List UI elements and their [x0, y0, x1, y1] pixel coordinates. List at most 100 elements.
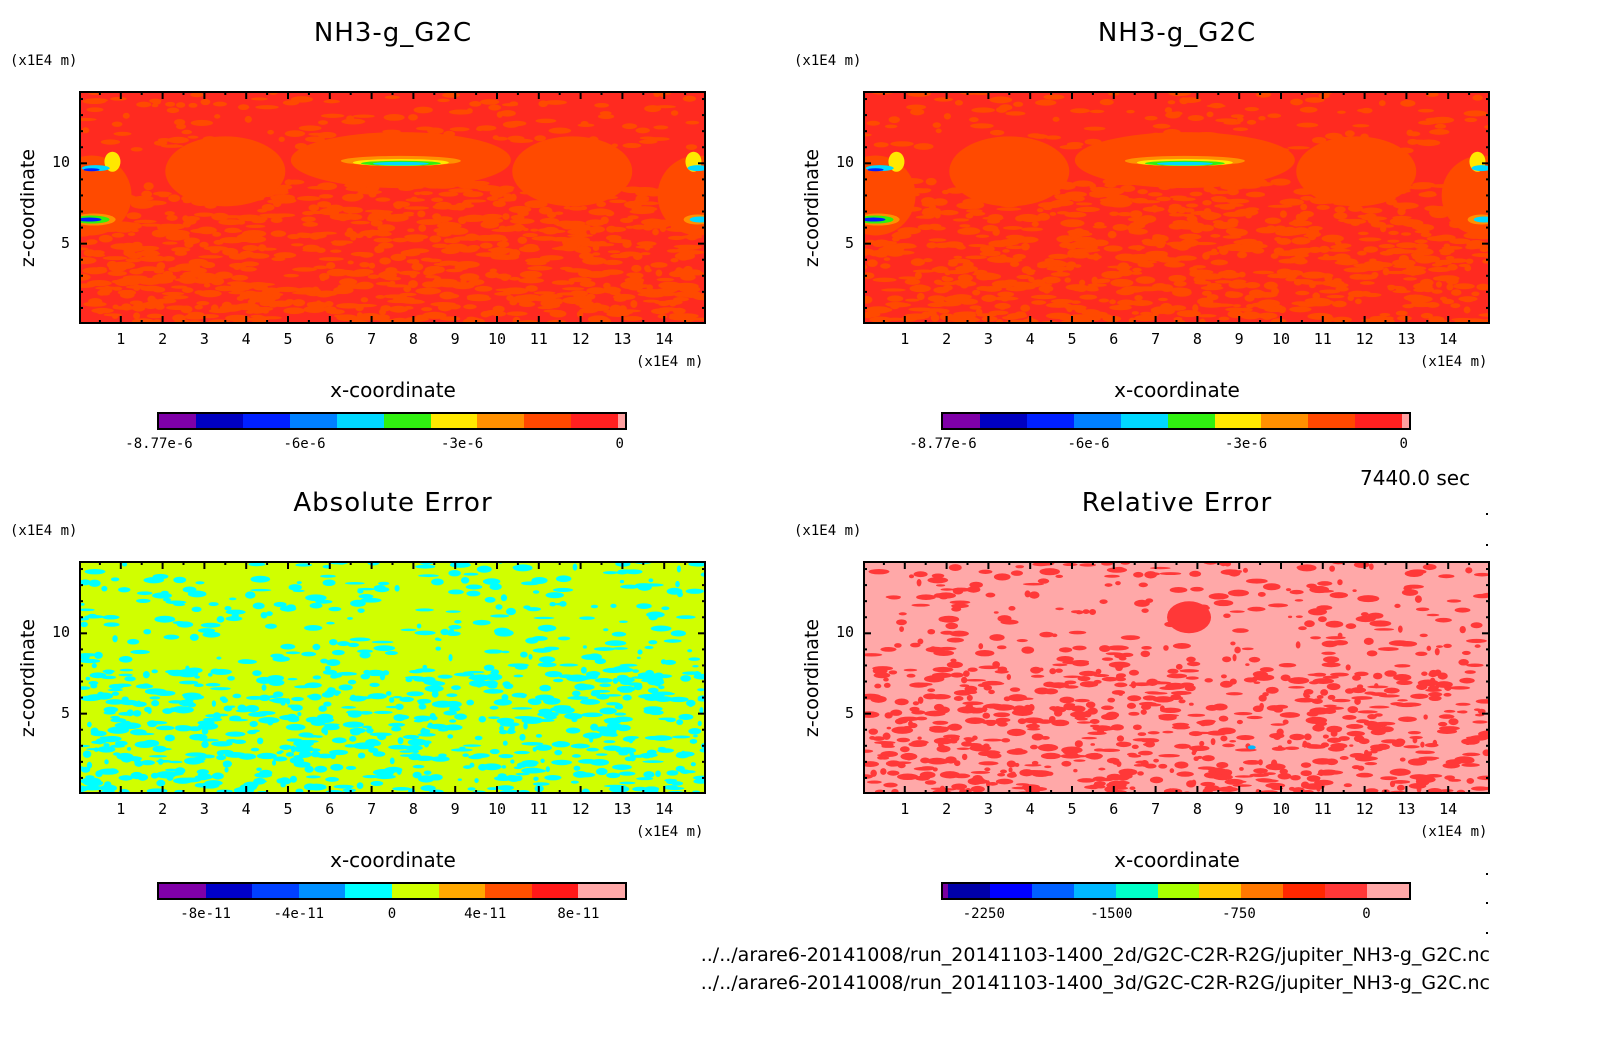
field-blob — [1334, 206, 1346, 214]
field-blob — [1343, 783, 1353, 788]
field-blob — [80, 621, 88, 628]
field-blob — [587, 671, 601, 677]
field-blob — [462, 191, 484, 198]
field-blob — [1391, 780, 1408, 784]
field-blob — [863, 693, 882, 700]
field-blob — [1461, 650, 1471, 655]
field-blob — [302, 210, 315, 216]
field-blob — [82, 98, 107, 105]
field-blob — [1072, 660, 1090, 667]
field-blob — [86, 107, 104, 113]
field-blob — [211, 741, 233, 747]
field-blob — [916, 579, 922, 587]
x-tick-label: 12 — [1355, 330, 1374, 348]
x-tick-label: 9 — [1234, 800, 1244, 818]
field-blob — [111, 691, 120, 696]
field-blob — [554, 749, 563, 756]
field-blob — [1064, 277, 1071, 283]
field-blob — [151, 700, 160, 707]
field-blob — [897, 773, 919, 781]
edge-anomaly — [83, 168, 100, 172]
field-blob — [1465, 567, 1473, 574]
field-blob — [891, 250, 915, 255]
field-blob — [1134, 599, 1150, 607]
field-blob — [492, 135, 500, 140]
field-blob — [225, 609, 246, 615]
field-blob — [161, 291, 185, 296]
field-blob — [249, 720, 258, 728]
field-blob — [872, 277, 897, 283]
field-blob — [1160, 284, 1174, 292]
field-blob — [1327, 694, 1336, 700]
field-blob — [330, 763, 344, 771]
plot-area — [79, 91, 706, 324]
field-blob — [336, 314, 358, 322]
field-blob — [1072, 645, 1087, 651]
field-blob — [209, 246, 221, 254]
field-blob — [1377, 647, 1399, 652]
field-blob — [671, 735, 691, 739]
field-blob — [1311, 698, 1323, 705]
field-blob — [1090, 743, 1096, 746]
field-blob — [1212, 190, 1231, 195]
field-blob — [267, 720, 274, 726]
field-blob — [1126, 702, 1137, 709]
field-blob — [326, 659, 341, 667]
field-blob — [400, 628, 417, 632]
field-blob — [927, 688, 936, 693]
field-blob — [404, 234, 429, 240]
field-blob — [1225, 692, 1243, 696]
field-blob — [428, 723, 448, 730]
field-blob — [357, 649, 373, 654]
field-blob — [413, 715, 432, 721]
field-blob — [635, 245, 654, 249]
field-blob — [1189, 269, 1214, 275]
field-blob — [868, 568, 890, 575]
field-blob — [1471, 291, 1480, 297]
field-blob — [149, 754, 168, 758]
field-blob — [1078, 670, 1098, 677]
field-blob — [1307, 312, 1333, 320]
field-blob — [642, 299, 660, 303]
field-blob — [134, 197, 148, 204]
field-blob — [898, 276, 918, 280]
field-blob — [940, 630, 955, 635]
field-blob — [595, 316, 602, 321]
field-blob — [970, 785, 985, 793]
field-blob — [403, 206, 430, 210]
field-blob — [960, 227, 981, 235]
x-tick-label: 8 — [408, 330, 418, 348]
field-blob — [1040, 752, 1061, 760]
field-blob — [1141, 645, 1152, 650]
field-blob — [911, 603, 930, 607]
field-blob — [572, 563, 578, 571]
field-blob — [499, 110, 516, 117]
field-blob — [1177, 288, 1192, 296]
field-blob — [1415, 607, 1430, 612]
field-blob — [863, 296, 872, 301]
field-blob — [498, 754, 514, 759]
field-blob — [402, 211, 415, 216]
field-blob — [1218, 715, 1229, 722]
field-blob — [210, 304, 219, 312]
field-blob — [413, 676, 427, 682]
field-blob — [146, 313, 164, 319]
field-blob — [417, 732, 436, 737]
field-blob — [245, 224, 266, 228]
field-blob — [190, 119, 213, 126]
field-blob — [466, 294, 490, 300]
field-blob — [1106, 781, 1127, 789]
field-blob — [1396, 242, 1418, 249]
field-blob — [296, 581, 302, 585]
field-blob — [480, 99, 500, 105]
field-blob — [951, 783, 967, 790]
field-blob — [1166, 673, 1188, 679]
field-blob — [118, 655, 133, 663]
field-blob — [1152, 123, 1171, 129]
field-blob — [1444, 775, 1456, 781]
field-blob — [993, 712, 1011, 718]
field-blob — [1295, 290, 1310, 296]
field-blob — [599, 730, 617, 737]
field-blob — [432, 213, 442, 220]
field-blob — [1258, 115, 1266, 121]
